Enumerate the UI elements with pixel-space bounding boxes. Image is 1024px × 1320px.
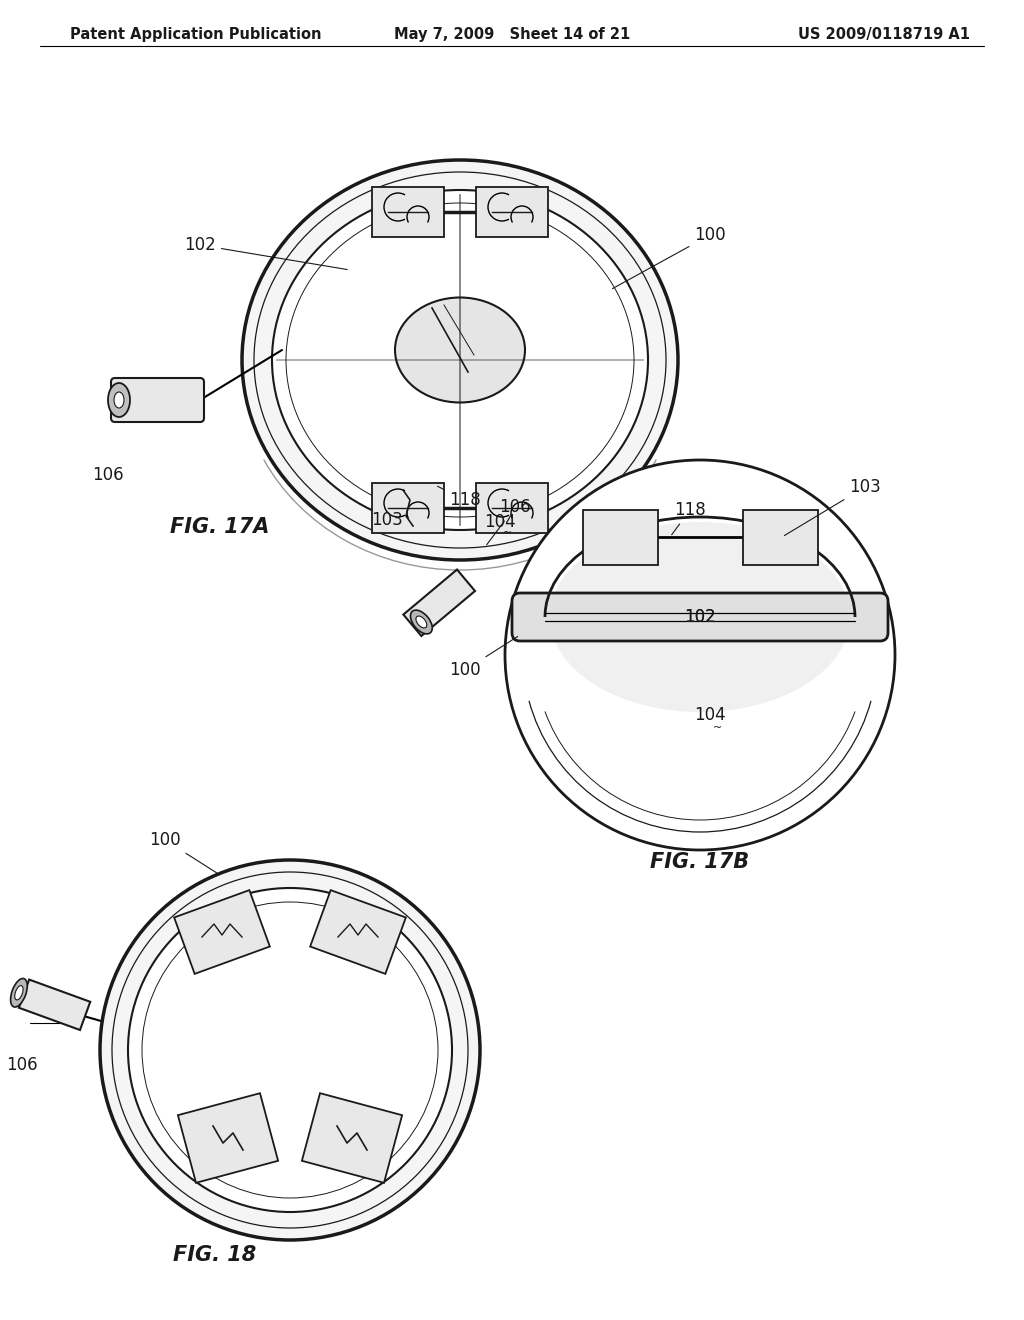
Ellipse shape <box>242 160 678 560</box>
Ellipse shape <box>100 861 480 1239</box>
FancyBboxPatch shape <box>111 378 204 422</box>
Ellipse shape <box>416 616 427 628</box>
Ellipse shape <box>10 978 28 1007</box>
Polygon shape <box>178 1093 279 1183</box>
Text: 100: 100 <box>612 226 726 289</box>
Text: 103: 103 <box>365 950 396 969</box>
Text: 103: 103 <box>371 511 402 529</box>
Ellipse shape <box>272 190 648 531</box>
Text: 100: 100 <box>150 832 218 874</box>
Ellipse shape <box>128 888 452 1212</box>
Text: FIG. 17A: FIG. 17A <box>170 517 269 537</box>
Text: 102: 102 <box>209 950 241 969</box>
Text: 118: 118 <box>672 502 706 535</box>
Text: ~: ~ <box>504 528 513 539</box>
Ellipse shape <box>411 610 432 634</box>
FancyBboxPatch shape <box>512 593 888 642</box>
Text: 118: 118 <box>437 486 481 510</box>
Text: FIG. 18: FIG. 18 <box>173 1245 257 1265</box>
Text: 103: 103 <box>784 478 881 536</box>
Polygon shape <box>403 569 475 636</box>
Polygon shape <box>476 483 548 533</box>
Text: 118: 118 <box>303 1096 381 1127</box>
Polygon shape <box>18 979 90 1030</box>
Polygon shape <box>476 187 548 238</box>
Text: 102: 102 <box>684 609 716 626</box>
Ellipse shape <box>550 521 850 711</box>
Polygon shape <box>372 483 444 533</box>
Polygon shape <box>372 187 444 238</box>
Text: May 7, 2009   Sheet 14 of 21: May 7, 2009 Sheet 14 of 21 <box>394 28 630 42</box>
Text: FIG. 17B: FIG. 17B <box>650 851 750 873</box>
Ellipse shape <box>114 392 124 408</box>
Text: 102: 102 <box>684 609 716 626</box>
Text: 106: 106 <box>6 1056 38 1074</box>
Text: 106: 106 <box>486 498 530 545</box>
Polygon shape <box>583 510 657 565</box>
Ellipse shape <box>108 383 130 417</box>
Text: 104: 104 <box>694 706 726 723</box>
Text: 106: 106 <box>92 466 124 484</box>
Text: ~: ~ <box>714 723 723 733</box>
Text: US 2009/0118719 A1: US 2009/0118719 A1 <box>798 28 970 42</box>
Polygon shape <box>302 1093 402 1183</box>
Ellipse shape <box>505 459 895 850</box>
Text: 102: 102 <box>184 236 347 269</box>
Text: Patent Application Publication: Patent Application Publication <box>70 28 322 42</box>
Ellipse shape <box>14 986 24 1001</box>
Text: 104: 104 <box>484 513 516 531</box>
Polygon shape <box>310 890 406 974</box>
Ellipse shape <box>395 297 525 403</box>
Polygon shape <box>742 510 817 565</box>
Polygon shape <box>174 890 270 974</box>
Text: 100: 100 <box>450 636 518 678</box>
